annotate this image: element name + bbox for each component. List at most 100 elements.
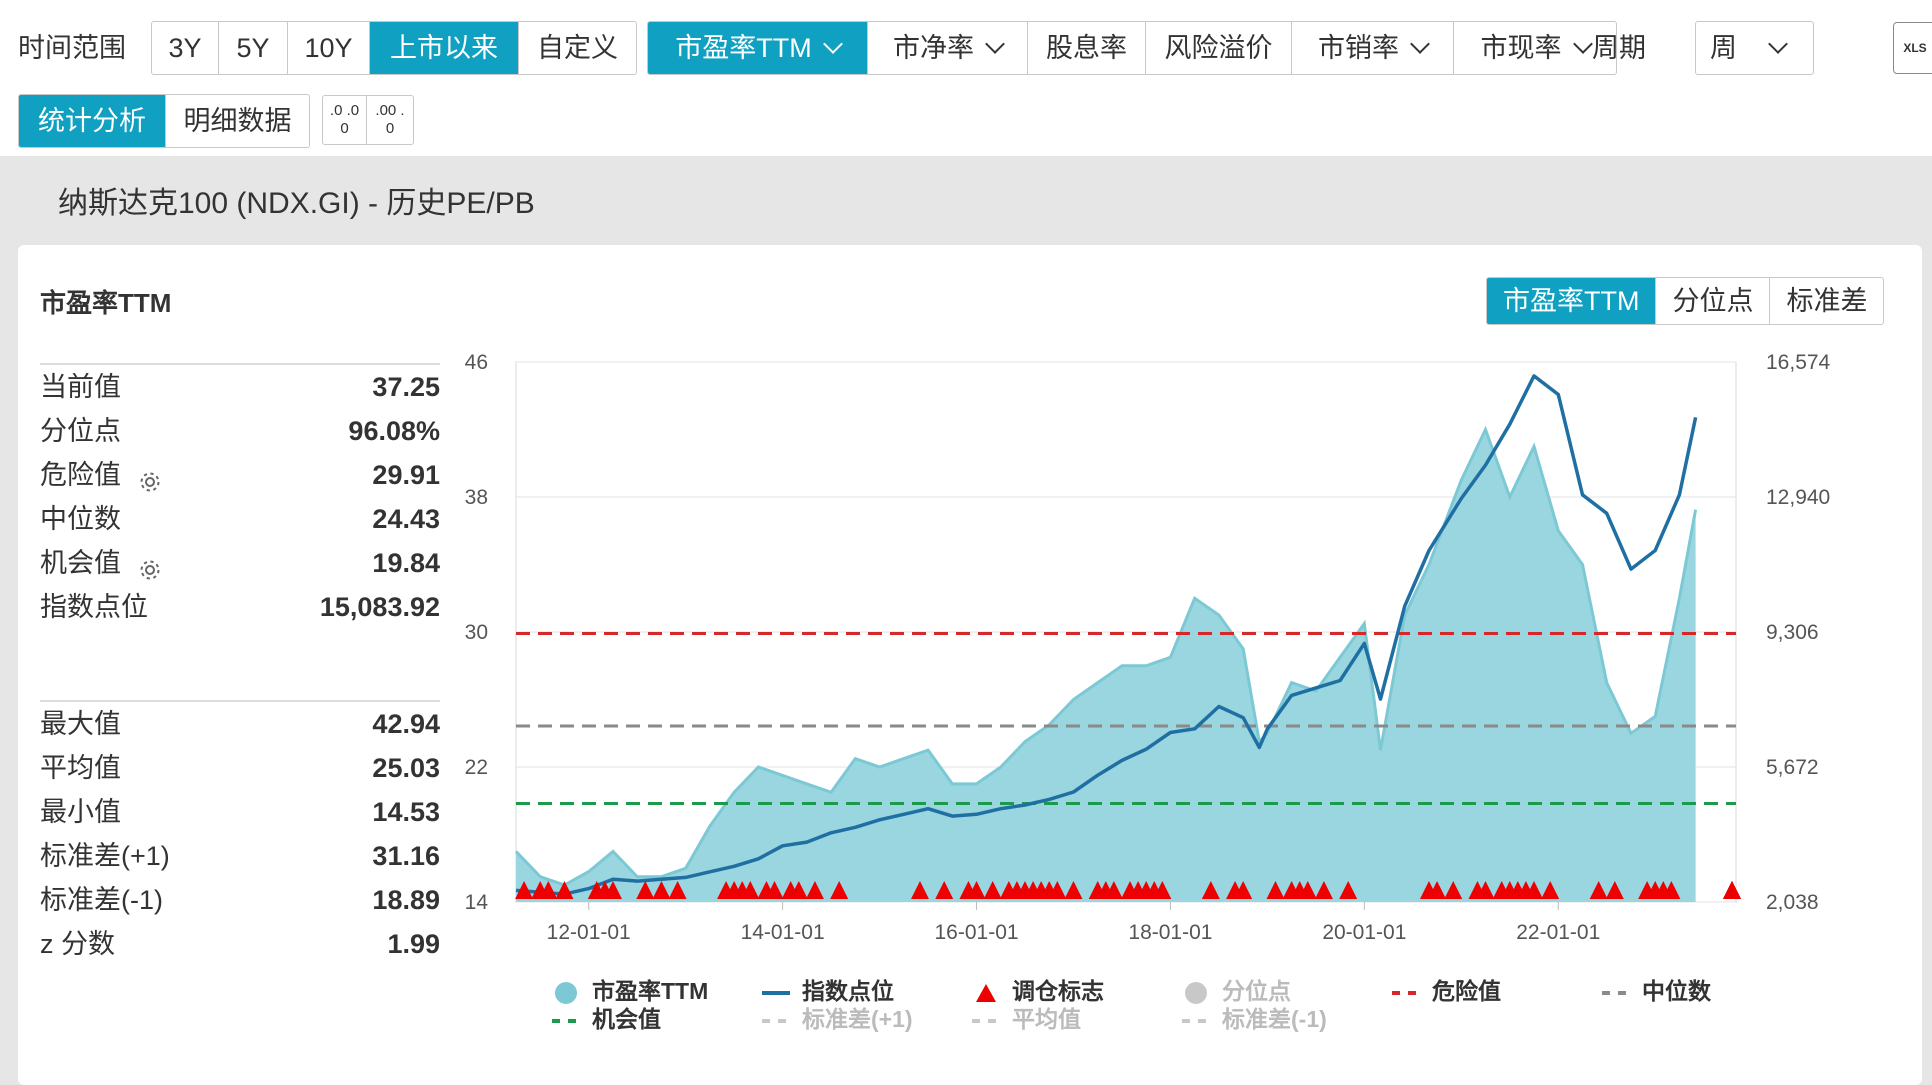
- legend-swatch: [1185, 981, 1207, 1004]
- legend-swatch: [976, 983, 996, 1002]
- decimal-increase-button[interactable]: .00 .0: [367, 96, 413, 144]
- metric-pb-dropdown[interactable]: 市净率: [868, 22, 1028, 74]
- legend-label: 分位点: [1222, 978, 1291, 1004]
- range-10y-button[interactable]: 10Y: [288, 22, 370, 74]
- stat-row: z 分数 1.99: [40, 922, 440, 966]
- stat-row: 机会值 19.84: [40, 541, 440, 585]
- metric-group: 市盈率TTM 市净率 股息率 风险溢价 市销率 市现率: [647, 21, 1617, 75]
- stat-row: 标准差(+1) 31.16: [40, 834, 440, 878]
- top-toolbar: 时间范围 3Y 5Y 10Y 上市以来 自定义 市盈率TTM 市净率 股息率 风…: [0, 0, 1932, 156]
- page-title: 纳斯达克100 (NDX.GI) - 历史PE/PB: [58, 187, 535, 220]
- stat-value: 14.53: [372, 797, 440, 827]
- legend-swatch: [1392, 990, 1420, 995]
- metric-dividend-button[interactable]: 股息率: [1028, 22, 1146, 74]
- stat-row: 平均值 25.03: [40, 746, 440, 790]
- stat-row: 当前值 37.25: [40, 365, 440, 409]
- legend-swatch: [762, 990, 790, 995]
- stat-label: 机会值: [40, 548, 121, 578]
- metric-pb-label: 市净率: [893, 33, 974, 63]
- stat-value: 24.43: [372, 504, 440, 534]
- card-title: 市盈率TTM: [40, 288, 172, 318]
- stat-label: z 分数: [40, 929, 116, 959]
- stat-label: 标准差(-1): [40, 885, 163, 915]
- stat-label: 最小值: [40, 797, 121, 827]
- range-5y-button[interactable]: 5Y: [219, 22, 288, 74]
- time-range-label: 时间范围: [18, 33, 126, 63]
- stat-value: 29.91: [372, 460, 440, 490]
- stat-label: 指数点位: [40, 592, 148, 622]
- legend-item[interactable]: 中位数: [1598, 977, 1711, 1005]
- period-value: 周: [1710, 33, 1737, 63]
- chevron-down-icon: [1768, 34, 1788, 54]
- period-select-box[interactable]: 周: [1696, 22, 1813, 74]
- legend-swatch: [762, 1018, 790, 1023]
- legend-label: 标准差(-1): [1222, 1006, 1327, 1032]
- stat-row: 危险值 29.91: [40, 453, 440, 497]
- legend-item[interactable]: 平均值: [968, 1005, 1081, 1033]
- legend-swatch: [552, 1018, 580, 1023]
- stat-row: 分位点 96.08%: [40, 409, 440, 453]
- metric-pcf-dropdown[interactable]: 市现率: [1454, 22, 1616, 74]
- legend-swatch: [972, 1018, 1000, 1023]
- stats-bottom-panel: 最大值 42.94 平均值 25.03 最小值 14.53 标准差(+1) 31.16 标准差(…: [40, 700, 440, 966]
- chevron-down-icon: [985, 34, 1005, 54]
- decimal-decrease-button[interactable]: .0 .00: [323, 96, 367, 144]
- legend-label: 指数点位: [802, 978, 894, 1004]
- xls-export-icon[interactable]: XLS: [1893, 22, 1932, 74]
- tab-std-dev[interactable]: 标准差: [1786, 286, 1868, 316]
- stat-row: 最小值 14.53: [40, 790, 440, 834]
- decimal-group: .0 .00 .00 .0: [322, 95, 414, 145]
- legend-item[interactable]: 指数点位: [758, 977, 894, 1005]
- legend-item[interactable]: 标准差(+1): [758, 1005, 913, 1033]
- tab-percentile[interactable]: 分位点: [1656, 278, 1771, 324]
- stat-row: 最大值 42.94: [40, 702, 440, 746]
- tab-pe-ttm[interactable]: 市盈率TTM: [1487, 278, 1657, 324]
- stats-top-panel: 当前值 37.25 分位点 96.08% 危险值 29.91 中位数 24.43 机会值 19.8…: [40, 363, 440, 629]
- stat-label: 当前值: [40, 372, 121, 402]
- period-select[interactable]: 周: [1695, 21, 1814, 75]
- legend-label: 中位数: [1642, 978, 1711, 1004]
- stats-divider: [40, 363, 440, 365]
- metric-ps-dropdown[interactable]: 市销率: [1292, 22, 1454, 74]
- chart-tab-group: 市盈率TTM 分位点 标准差: [1486, 277, 1885, 325]
- view-tab-group: 统计分析 明细数据: [18, 94, 310, 148]
- legend-label: 危险值: [1432, 978, 1501, 1004]
- legend-item[interactable]: 市盈率TTM: [548, 977, 708, 1005]
- legend-item[interactable]: 危险值: [1388, 977, 1501, 1005]
- legend-item[interactable]: 标准差(-1): [1178, 1005, 1327, 1033]
- decimal-decrease-icon: .0 .00: [329, 102, 360, 137]
- stat-value: 96.08%: [348, 416, 440, 446]
- stat-value: 31.16: [372, 841, 440, 871]
- stat-label: 标准差(+1): [40, 841, 170, 871]
- stat-value: 42.94: [372, 709, 440, 739]
- stat-value: 18.89: [372, 885, 440, 915]
- gear-icon[interactable]: [138, 463, 162, 492]
- decimal-increase-icon: .00 .0: [375, 102, 405, 137]
- range-since-listing-button[interactable]: 上市以来: [370, 22, 519, 74]
- legend-label: 机会值: [592, 1006, 661, 1032]
- legend-label: 标准差(+1): [802, 1006, 913, 1032]
- tab-statistics[interactable]: 统计分析: [19, 95, 166, 147]
- metric-pe-ttm-dropdown[interactable]: 市盈率TTM: [648, 22, 868, 74]
- stat-label: 平均值: [40, 753, 121, 783]
- legend-item[interactable]: 分位点: [1178, 977, 1291, 1005]
- range-custom-button[interactable]: 自定义: [537, 33, 618, 63]
- gear-icon[interactable]: [138, 551, 162, 580]
- legend-swatch: [1602, 990, 1630, 995]
- period-label: 周期: [1592, 33, 1646, 63]
- range-3y-button[interactable]: 3Y: [152, 22, 219, 74]
- metric-pcf-label: 市现率: [1480, 33, 1562, 63]
- stat-label: 最大值: [40, 709, 121, 739]
- stat-label: 危险值: [40, 460, 121, 490]
- tab-detail-data[interactable]: 明细数据: [183, 106, 292, 136]
- legend-item[interactable]: 机会值: [548, 1005, 661, 1033]
- metric-risk-premium-button[interactable]: 风险溢价: [1146, 22, 1292, 74]
- stat-row: 中位数 24.43: [40, 497, 440, 541]
- stat-value: 15,083.92: [319, 592, 440, 622]
- metric-pe-ttm-label: 市盈率TTM: [675, 33, 812, 63]
- chevron-down-icon: [1410, 34, 1430, 54]
- time-range-group: 3Y 5Y 10Y 上市以来 自定义: [151, 21, 637, 75]
- legend-item[interactable]: 调仓标志: [968, 977, 1104, 1005]
- stats-divider: [40, 700, 440, 702]
- stat-label: 分位点: [40, 416, 121, 446]
